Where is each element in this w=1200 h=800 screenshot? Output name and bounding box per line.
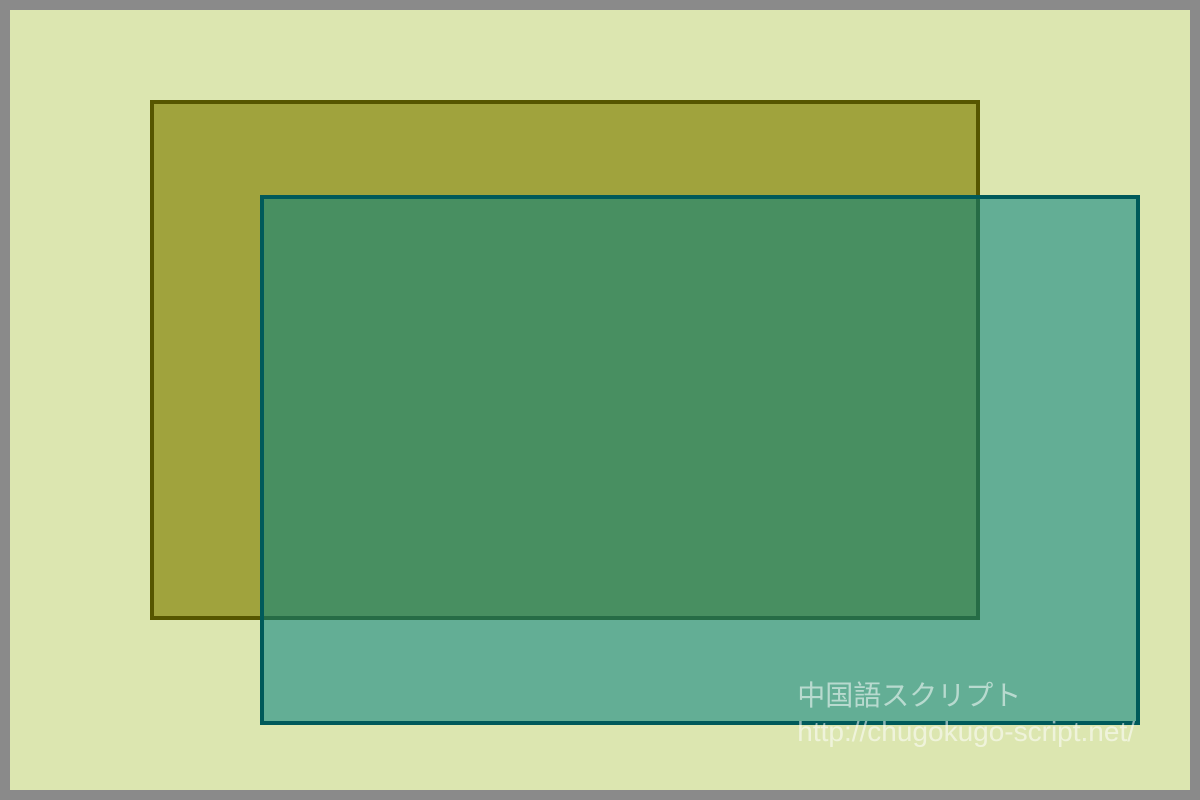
watermark-url: http://chugokugo-script.net/ — [797, 714, 1135, 750]
teal-rectangle — [260, 195, 1140, 725]
watermark: 中国語スクリプト http://chugokugo-script.net/ — [797, 678, 1135, 750]
outer-frame: 中国語スクリプト http://chugokugo-script.net/ — [0, 0, 1200, 800]
watermark-title: 中国語スクリプト — [797, 678, 1135, 714]
diagram-canvas: 中国語スクリプト http://chugokugo-script.net/ — [0, 0, 1200, 800]
